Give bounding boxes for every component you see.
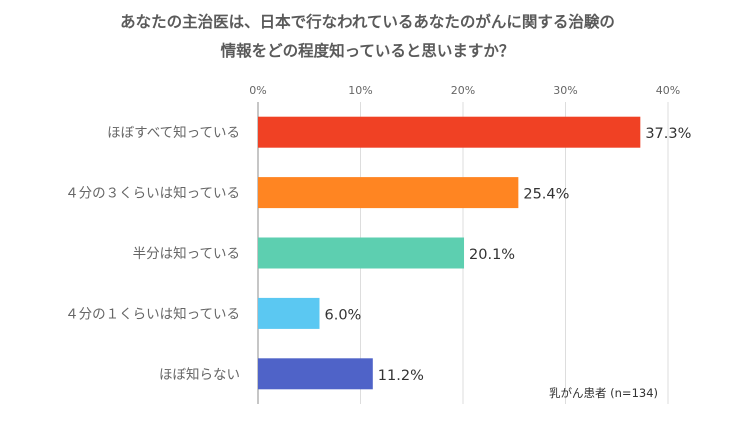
bar — [258, 237, 465, 269]
bar — [258, 116, 641, 148]
category-label: ほぼすべて知っている — [107, 124, 240, 141]
bar — [258, 297, 320, 329]
x-tick-label: 10% — [348, 84, 372, 97]
chart-title-line-1: あなたの主治医は、日本で行なわれているあなたのがんに関する治験の — [120, 13, 615, 31]
bar — [258, 358, 373, 390]
bar — [258, 177, 519, 209]
data-label: 6.0% — [325, 307, 362, 323]
category-label: ４分の３くらいは知っている — [65, 185, 240, 202]
data-label: 20.1% — [469, 247, 515, 263]
chart-title-line-2: 情報をどの程度知っていると思いますか？ — [220, 42, 515, 60]
category-label: 半分は知っている — [133, 245, 240, 262]
x-tick-label: 40% — [656, 84, 680, 97]
sample-note: 乳がん患者 (n=134) — [549, 386, 659, 400]
category-label: ４分の１くらいは知っている — [65, 305, 240, 322]
data-label: 25.4% — [523, 187, 569, 203]
x-tick-label: 20% — [451, 84, 475, 97]
chart-title: あなたの主治医は、日本で行なわれているあなたのがんに関する治験の 情報をどの程度… — [0, 8, 735, 66]
data-label: 11.2% — [378, 368, 424, 384]
category-label: ほぼ知らない — [159, 366, 240, 383]
data-label: 37.3% — [645, 126, 691, 142]
x-tick-label: 0% — [249, 84, 266, 97]
x-tick-label: 30% — [553, 84, 577, 97]
